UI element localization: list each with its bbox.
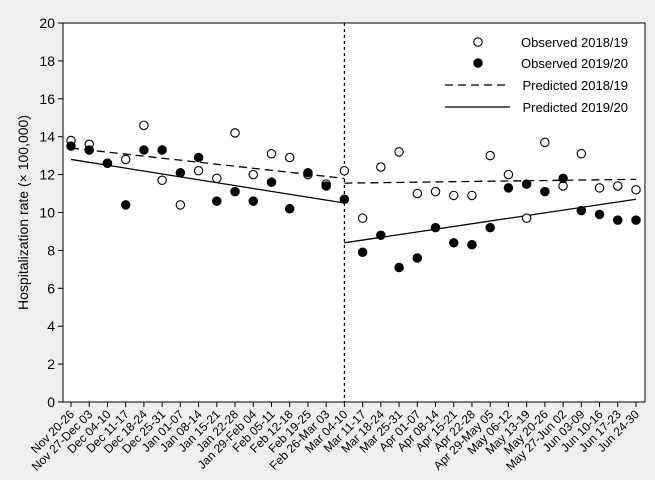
y-tick-label: 8: [47, 242, 55, 258]
observed-2018-19-point: [157, 175, 167, 186]
y-axis-label: Hospitalization rate (× 100,000): [15, 115, 31, 310]
observed-2019-20-point: [66, 141, 76, 151]
observed-2019-20-point: [139, 145, 149, 155]
observed-2018-19-point: [430, 186, 441, 197]
observed-2019-20-point: [394, 262, 404, 273]
observed-2018-19-point: [339, 166, 350, 176]
y-tick-label: 0: [47, 394, 55, 410]
predicted-2019-20-line: [70, 158, 345, 204]
observed-2019-20-point: [175, 167, 186, 178]
observed-2018-19-point: [467, 190, 477, 201]
observed-2019-20-point: [503, 183, 514, 193]
predicted-2019-20-line: [344, 198, 637, 244]
legend-marker: [473, 58, 483, 68]
predicted-2018-19-line: [344, 178, 637, 184]
observed-2019-20-point: [120, 200, 131, 210]
observed-2019-20-point: [376, 230, 386, 240]
observed-2019-20-point: [558, 173, 568, 184]
observed-2019-20-point: [248, 196, 259, 206]
observed-2019-20-point: [430, 222, 441, 233]
observed-2019-20-point: [576, 205, 587, 216]
observed-2018-19-point: [503, 169, 514, 180]
observed-2019-20-point: [284, 203, 295, 214]
observed-2019-20-point: [357, 247, 368, 258]
observed-2018-19-point: [412, 188, 423, 199]
y-tick-label: 4: [47, 318, 55, 334]
y-tick-label: 16: [39, 91, 55, 107]
observed-2018-19-point: [485, 150, 495, 161]
observed-2019-20-point: [303, 167, 313, 178]
observed-2019-20-point: [102, 158, 113, 168]
legend-label: Observed 2018/19: [521, 35, 628, 50]
observed-2019-20-point: [193, 152, 204, 163]
observed-2018-19-point: [448, 190, 459, 201]
observed-2018-19-point: [357, 213, 368, 223]
y-tick-label: 18: [39, 53, 55, 69]
observed-2019-20-point: [521, 179, 532, 189]
observed-2019-20-point: [594, 209, 605, 220]
observed-2018-19-point: [631, 185, 641, 195]
y-tick-label: 10: [39, 205, 55, 221]
observed-2019-20-point: [613, 215, 623, 225]
observed-2019-20-point: [212, 196, 222, 206]
observed-2018-19-point: [266, 149, 277, 159]
observed-2019-20-point: [157, 145, 167, 155]
observed-2018-19-point: [230, 128, 240, 138]
observed-2019-20-point: [485, 222, 495, 233]
y-tick-label: 6: [47, 280, 55, 296]
observed-2019-20-point: [321, 181, 331, 191]
y-tick-label: 20: [39, 15, 55, 31]
observed-2018-19-point: [394, 147, 404, 157]
observed-2019-20-point: [266, 177, 277, 187]
observed-2018-19-point: [175, 200, 186, 210]
observed-2019-20-point: [230, 186, 240, 197]
y-tick-label: 14: [39, 129, 55, 145]
observed-2018-19-point: [193, 166, 204, 176]
observed-2018-19-point: [594, 183, 605, 193]
observed-2018-19-point: [540, 137, 550, 148]
observed-2018-19-point: [139, 120, 149, 131]
legend-label: Observed 2019/20: [521, 56, 628, 71]
observed-2018-19-point: [212, 173, 222, 184]
predicted-2018-19-line: [70, 147, 345, 180]
observed-2018-19-point: [613, 181, 623, 191]
y-tick-label: 2: [47, 356, 55, 372]
observed-2018-19-point: [576, 149, 587, 159]
observed-2019-20-point: [631, 215, 641, 225]
observed-2018-19-point: [248, 169, 259, 180]
observed-2019-20-point: [412, 253, 423, 263]
observed-2018-19-point: [376, 162, 386, 172]
legend-label: Predicted 2019/20: [522, 100, 628, 115]
observed-2019-20-point: [339, 194, 350, 204]
y-tick-label: 12: [39, 167, 55, 183]
observed-2018-19-point: [120, 154, 131, 165]
observed-2019-20-point: [84, 145, 94, 155]
observed-2019-20-point: [540, 186, 550, 197]
observed-2019-20-point: [467, 239, 477, 250]
observed-2018-19-point: [284, 152, 295, 163]
legend-marker: [473, 37, 483, 47]
legend-label: Predicted 2018/19: [522, 78, 628, 93]
observed-2018-19-point: [521, 213, 532, 223]
observed-2019-20-point: [448, 238, 459, 248]
